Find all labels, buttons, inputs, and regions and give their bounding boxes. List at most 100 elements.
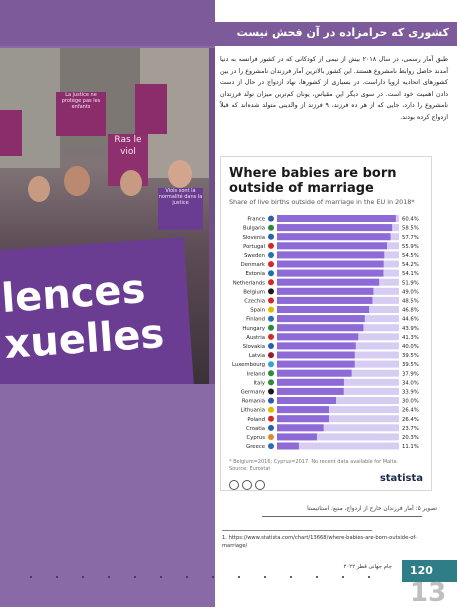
decorative-number: 13 bbox=[410, 578, 447, 608]
flag-icon bbox=[268, 224, 274, 231]
bar bbox=[277, 233, 391, 241]
protest-banner: lences xuelles bbox=[0, 237, 196, 384]
top-band bbox=[0, 0, 215, 46]
bar-track bbox=[277, 433, 399, 441]
flag-icon bbox=[268, 215, 274, 222]
value-label: 39.5% bbox=[402, 353, 419, 359]
category-label: Slovakia bbox=[243, 344, 265, 350]
flag-icon bbox=[268, 370, 274, 377]
category-label: Estonia bbox=[246, 271, 266, 277]
bar bbox=[277, 360, 355, 368]
statista-logo: statista bbox=[379, 473, 423, 484]
value-label: 41.3% bbox=[402, 335, 419, 341]
value-label: 11.1% bbox=[402, 444, 419, 450]
flag-icon bbox=[268, 443, 274, 450]
flag-icon bbox=[268, 252, 274, 258]
value-label: 39.5% bbox=[402, 362, 419, 368]
page-number: 120 bbox=[410, 564, 433, 577]
protest-sign bbox=[0, 110, 22, 156]
flag-icon bbox=[268, 415, 274, 422]
card-footer: statista bbox=[229, 473, 423, 490]
value-label: 33.9% bbox=[402, 390, 419, 396]
bar bbox=[277, 378, 344, 386]
section-title-bar: کشوری که حرامزاده در آن فحش نیست bbox=[215, 22, 457, 46]
flag-icon bbox=[268, 397, 274, 404]
value-label: 37.9% bbox=[402, 371, 419, 377]
value-label: 30.0% bbox=[402, 399, 419, 405]
bar-track bbox=[277, 415, 399, 423]
references: 1. https://www.statista.com/chart/13668/… bbox=[222, 535, 417, 549]
value-label: 57.7% bbox=[402, 235, 419, 241]
dot bbox=[342, 576, 344, 578]
category-label: Portugal bbox=[243, 244, 265, 250]
category-label: Poland bbox=[247, 417, 265, 423]
references-divider bbox=[222, 530, 372, 531]
bar bbox=[277, 351, 355, 359]
category-label: Croatia bbox=[246, 426, 265, 432]
protest-sign-text: La justice ne protège pas les enfants bbox=[61, 92, 101, 110]
category-label: France bbox=[247, 217, 265, 223]
category-label: Denmark bbox=[241, 262, 266, 268]
magazine-name: جام جهانی قطر ۲۰۲۲ bbox=[343, 564, 392, 570]
flag-icon bbox=[268, 379, 274, 386]
bar bbox=[277, 387, 344, 395]
bar bbox=[277, 397, 337, 404]
chart-title: Where babies are born outside of marriag… bbox=[229, 166, 397, 196]
value-label: 60.4% bbox=[402, 217, 419, 223]
person-head bbox=[64, 166, 90, 196]
value-label: 40.0% bbox=[402, 344, 419, 350]
person-head bbox=[168, 160, 192, 188]
bar bbox=[277, 287, 374, 295]
flag-icon bbox=[268, 424, 274, 431]
category-label: Cyprus bbox=[247, 435, 266, 441]
flag-icon bbox=[268, 434, 274, 440]
value-label: 20.3% bbox=[402, 435, 419, 441]
value-label: 51.9% bbox=[402, 280, 419, 286]
protest-sign-text: Viols sont la normalité dans la justice bbox=[158, 188, 203, 206]
protest-sign: Viols sont la normalité dans la justice bbox=[158, 188, 203, 230]
dot bbox=[212, 576, 214, 578]
bar-track bbox=[277, 442, 399, 450]
chart-note: * Belgium=2016; Cyprus=2017. No recent d… bbox=[229, 459, 398, 472]
value-label: 54.5% bbox=[402, 253, 419, 259]
flag-icon bbox=[268, 388, 274, 395]
chart-footnote: * Belgium=2016; Cyprus=2017. No recent d… bbox=[229, 459, 399, 465]
category-label: Slovenia bbox=[242, 235, 265, 241]
category-label: Ireland bbox=[247, 371, 265, 377]
category-label: Romania bbox=[242, 399, 265, 405]
bar bbox=[277, 424, 324, 432]
dot bbox=[264, 576, 266, 578]
category-label: Italy bbox=[254, 380, 266, 386]
category-label: Austria bbox=[246, 335, 265, 341]
dot bbox=[186, 576, 188, 578]
category-label: Bulgaria bbox=[243, 226, 265, 232]
value-label: 58.5% bbox=[402, 226, 419, 232]
flag-icon bbox=[268, 315, 274, 322]
flag-icon bbox=[268, 279, 274, 286]
bar bbox=[277, 242, 387, 250]
flag-icon bbox=[268, 333, 274, 340]
flag-icon bbox=[268, 343, 274, 349]
flag-icon bbox=[268, 352, 274, 359]
value-label: 48.5% bbox=[402, 299, 419, 305]
bar bbox=[277, 306, 370, 313]
person-head bbox=[28, 176, 50, 202]
dot bbox=[368, 576, 370, 578]
value-label: 46.8% bbox=[402, 308, 419, 314]
photo-edge bbox=[209, 48, 215, 384]
bar bbox=[277, 315, 365, 323]
bar bbox=[277, 278, 380, 286]
category-label: Belgium bbox=[243, 289, 265, 295]
body-paragraph: طبق آمار رسمی، در سال ۲۰۱۸ بیش از نیمی ا… bbox=[220, 56, 448, 121]
category-label: Sweden bbox=[244, 253, 265, 259]
bar bbox=[277, 442, 299, 450]
flag-icon bbox=[268, 288, 274, 295]
category-label: Spain bbox=[250, 308, 265, 314]
figure-caption: تصویر ۵: آمار فرزندان خارج از ازدواج، من… bbox=[307, 506, 437, 512]
bar bbox=[277, 415, 329, 423]
category-label: Finland bbox=[246, 317, 265, 323]
value-label: 34.0% bbox=[402, 380, 419, 386]
flag-icon bbox=[268, 406, 274, 413]
equal-icon bbox=[255, 480, 265, 490]
bar bbox=[277, 269, 384, 277]
